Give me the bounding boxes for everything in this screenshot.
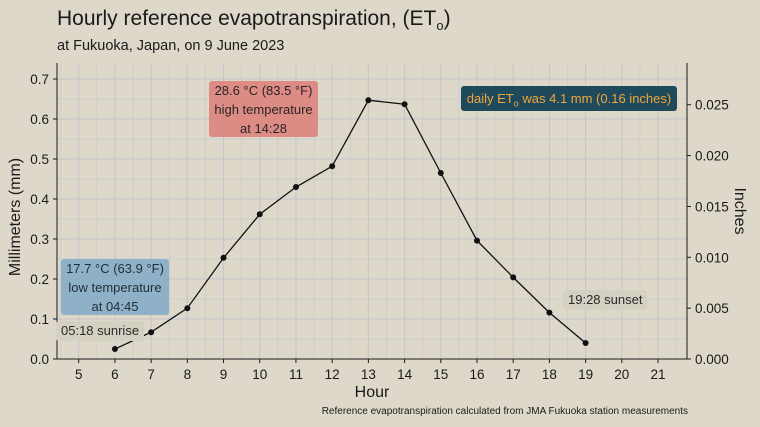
y-right-tick-label: 0.000 bbox=[695, 352, 729, 367]
y-right-tick-label: 0.025 bbox=[695, 98, 729, 113]
high-temperature-time: at 14:28 bbox=[240, 121, 287, 136]
chart-title: Hourly reference evapotranspiration, (ET… bbox=[57, 7, 451, 33]
low-temperature-annotation: 17.7 °C (63.9 °F) low temperature at 04:… bbox=[61, 259, 169, 315]
x-tick-label: 16 bbox=[469, 367, 484, 382]
y-right-tick-label: 0.010 bbox=[695, 250, 729, 265]
sunset-annotation: 19:28 sunset bbox=[563, 290, 648, 310]
x-tick-label: 7 bbox=[147, 367, 155, 382]
y-tick-label: 0.4 bbox=[30, 192, 49, 207]
x-tick-label: 6 bbox=[111, 367, 119, 382]
y-tick-label: 0.6 bbox=[30, 112, 49, 127]
data-point bbox=[329, 163, 336, 170]
data-point bbox=[582, 340, 589, 346]
data-point bbox=[401, 101, 408, 108]
y-right-tick-label: 0.015 bbox=[695, 199, 729, 214]
x-tick-label: 10 bbox=[252, 367, 267, 382]
x-tick-label: 14 bbox=[397, 367, 413, 382]
data-point bbox=[474, 237, 480, 244]
x-tick-label: 15 bbox=[433, 367, 448, 382]
x-tick-label: 19 bbox=[578, 367, 593, 382]
daily-total-text: was 4.1 mm (0.16 inches) bbox=[518, 91, 672, 106]
x-tick-label: 11 bbox=[289, 367, 303, 382]
y-tick-label: 0.3 bbox=[30, 232, 49, 247]
x-tick-label: 20 bbox=[614, 367, 629, 382]
x-tick-label: 13 bbox=[361, 367, 376, 382]
y-axis-label: Millimeters (mm) bbox=[7, 158, 24, 276]
data-point bbox=[546, 309, 553, 316]
high-temperature-annotation: 28.6 °C (83.5 °F) high temperature at 14… bbox=[209, 81, 318, 137]
data-series bbox=[111, 97, 589, 352]
y-tick-label: 0.7 bbox=[30, 72, 49, 87]
data-point bbox=[256, 211, 263, 218]
data-point bbox=[220, 254, 227, 261]
high-temperature-label: high temperature bbox=[214, 102, 313, 117]
data-point bbox=[292, 184, 299, 190]
low-temperature-value: 17.7 °C (63.9 °F) bbox=[66, 261, 164, 276]
axes: 5 6 7 8 9 10 11 12 13 14 15 16 17 18 19 20 21 0.0 0.1 0.2 0.… bbox=[30, 63, 729, 382]
x-tick-label: 12 bbox=[325, 367, 340, 382]
low-temperature-time: at 04:45 bbox=[91, 299, 139, 314]
x-tick-label: 9 bbox=[220, 367, 228, 382]
data-point bbox=[184, 305, 191, 312]
data-point bbox=[111, 346, 118, 352]
x-tick-label: 21 bbox=[651, 367, 666, 382]
y-axis-right-label: Inches bbox=[731, 187, 748, 234]
data-point bbox=[148, 329, 155, 336]
high-temperature-value: 28.6 °C (83.5 °F) bbox=[214, 83, 313, 98]
x-tick-label: 17 bbox=[506, 367, 521, 382]
daily-total-subscript: o bbox=[513, 98, 519, 109]
y-right-tick-label: 0.020 bbox=[695, 149, 729, 164]
sunrise-annotation: 05:18 sunrise bbox=[56, 321, 145, 341]
data-point bbox=[437, 170, 444, 176]
x-tick-label: 5 bbox=[75, 367, 83, 382]
y-right-tick-label: 0.005 bbox=[695, 301, 729, 316]
data-point bbox=[365, 97, 372, 104]
series-line bbox=[114, 99, 587, 350]
daily-total-prefix: daily ET bbox=[466, 91, 514, 106]
y-tick-label: 0.5 bbox=[30, 152, 49, 167]
y-tick-label: 0.1 bbox=[30, 312, 49, 327]
low-temperature-label: low temperature bbox=[68, 280, 162, 295]
y-tick-label: 0.2 bbox=[30, 272, 49, 287]
chart-title-subscript: o bbox=[436, 18, 444, 34]
source-caption: Reference evapotranspiration calculated … bbox=[321, 406, 688, 417]
x-tick-label: 8 bbox=[184, 367, 192, 382]
chart-title-main: Hourly reference evapotranspiration, (ET bbox=[57, 7, 437, 30]
data-point bbox=[510, 274, 517, 281]
chart-title-end: ) bbox=[443, 7, 451, 30]
y-tick-label: 0.0 bbox=[30, 352, 49, 367]
chart-subtitle: at Fukuoka, Japan, on 9 June 2023 bbox=[57, 38, 285, 54]
x-axis-label: Hour bbox=[355, 384, 390, 401]
x-tick-label: 18 bbox=[542, 367, 557, 382]
daily-total-annotation: daily ETo was 4.1 mm (0.16 inches) bbox=[461, 86, 677, 111]
